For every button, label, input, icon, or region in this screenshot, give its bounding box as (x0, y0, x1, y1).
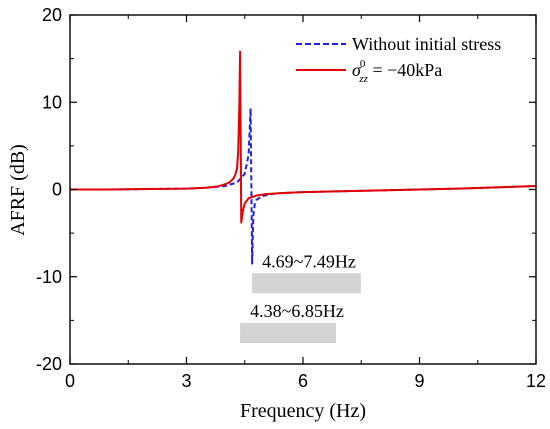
legend-label-without-stress: Without initial stress (352, 34, 501, 54)
x-tick-label: 0 (65, 371, 75, 391)
legend-sigma-sup: 0 (360, 58, 366, 70)
axis-tick-labels: 0 3 6 9 12 -20 -10 0 10 20 (36, 5, 546, 391)
y-tick-label: 10 (42, 92, 62, 112)
legend-sigma: σ (352, 60, 362, 80)
frequency-bands: 4.69~7.49Hz 4.38~6.85Hz (240, 251, 361, 344)
series-line-2 (70, 50, 537, 224)
band-label-1: 4.69~7.49Hz (262, 251, 356, 271)
band-rect-1 (252, 273, 361, 294)
y-tick-label: -10 (36, 267, 62, 287)
legend-sigma-sub: zz (358, 73, 368, 85)
y-tick-label: 20 (42, 5, 62, 25)
band-rect-2 (240, 322, 337, 344)
x-tick-label: 9 (414, 371, 424, 391)
y-tick-label: -20 (36, 354, 62, 374)
legend: Without initial stress σ0 zz = −40kPa (296, 34, 501, 85)
band-label-2: 4.38~6.85Hz (250, 301, 344, 321)
axis-ticks (69, 14, 537, 365)
y-axis-title: AFRF (dB) (7, 144, 29, 236)
legend-label-with-stress: σ0 zz = −40kPa (352, 58, 442, 85)
x-tick-label: 6 (298, 371, 308, 391)
x-tick-label: 3 (181, 371, 191, 391)
series-line-1 (70, 107, 537, 265)
x-axis-title: Frequency (Hz) (240, 400, 366, 422)
y-tick-label: 0 (52, 180, 62, 200)
x-tick-label: 12 (526, 371, 546, 391)
legend-value: = −40kPa (368, 60, 442, 80)
series-lines (70, 50, 537, 265)
